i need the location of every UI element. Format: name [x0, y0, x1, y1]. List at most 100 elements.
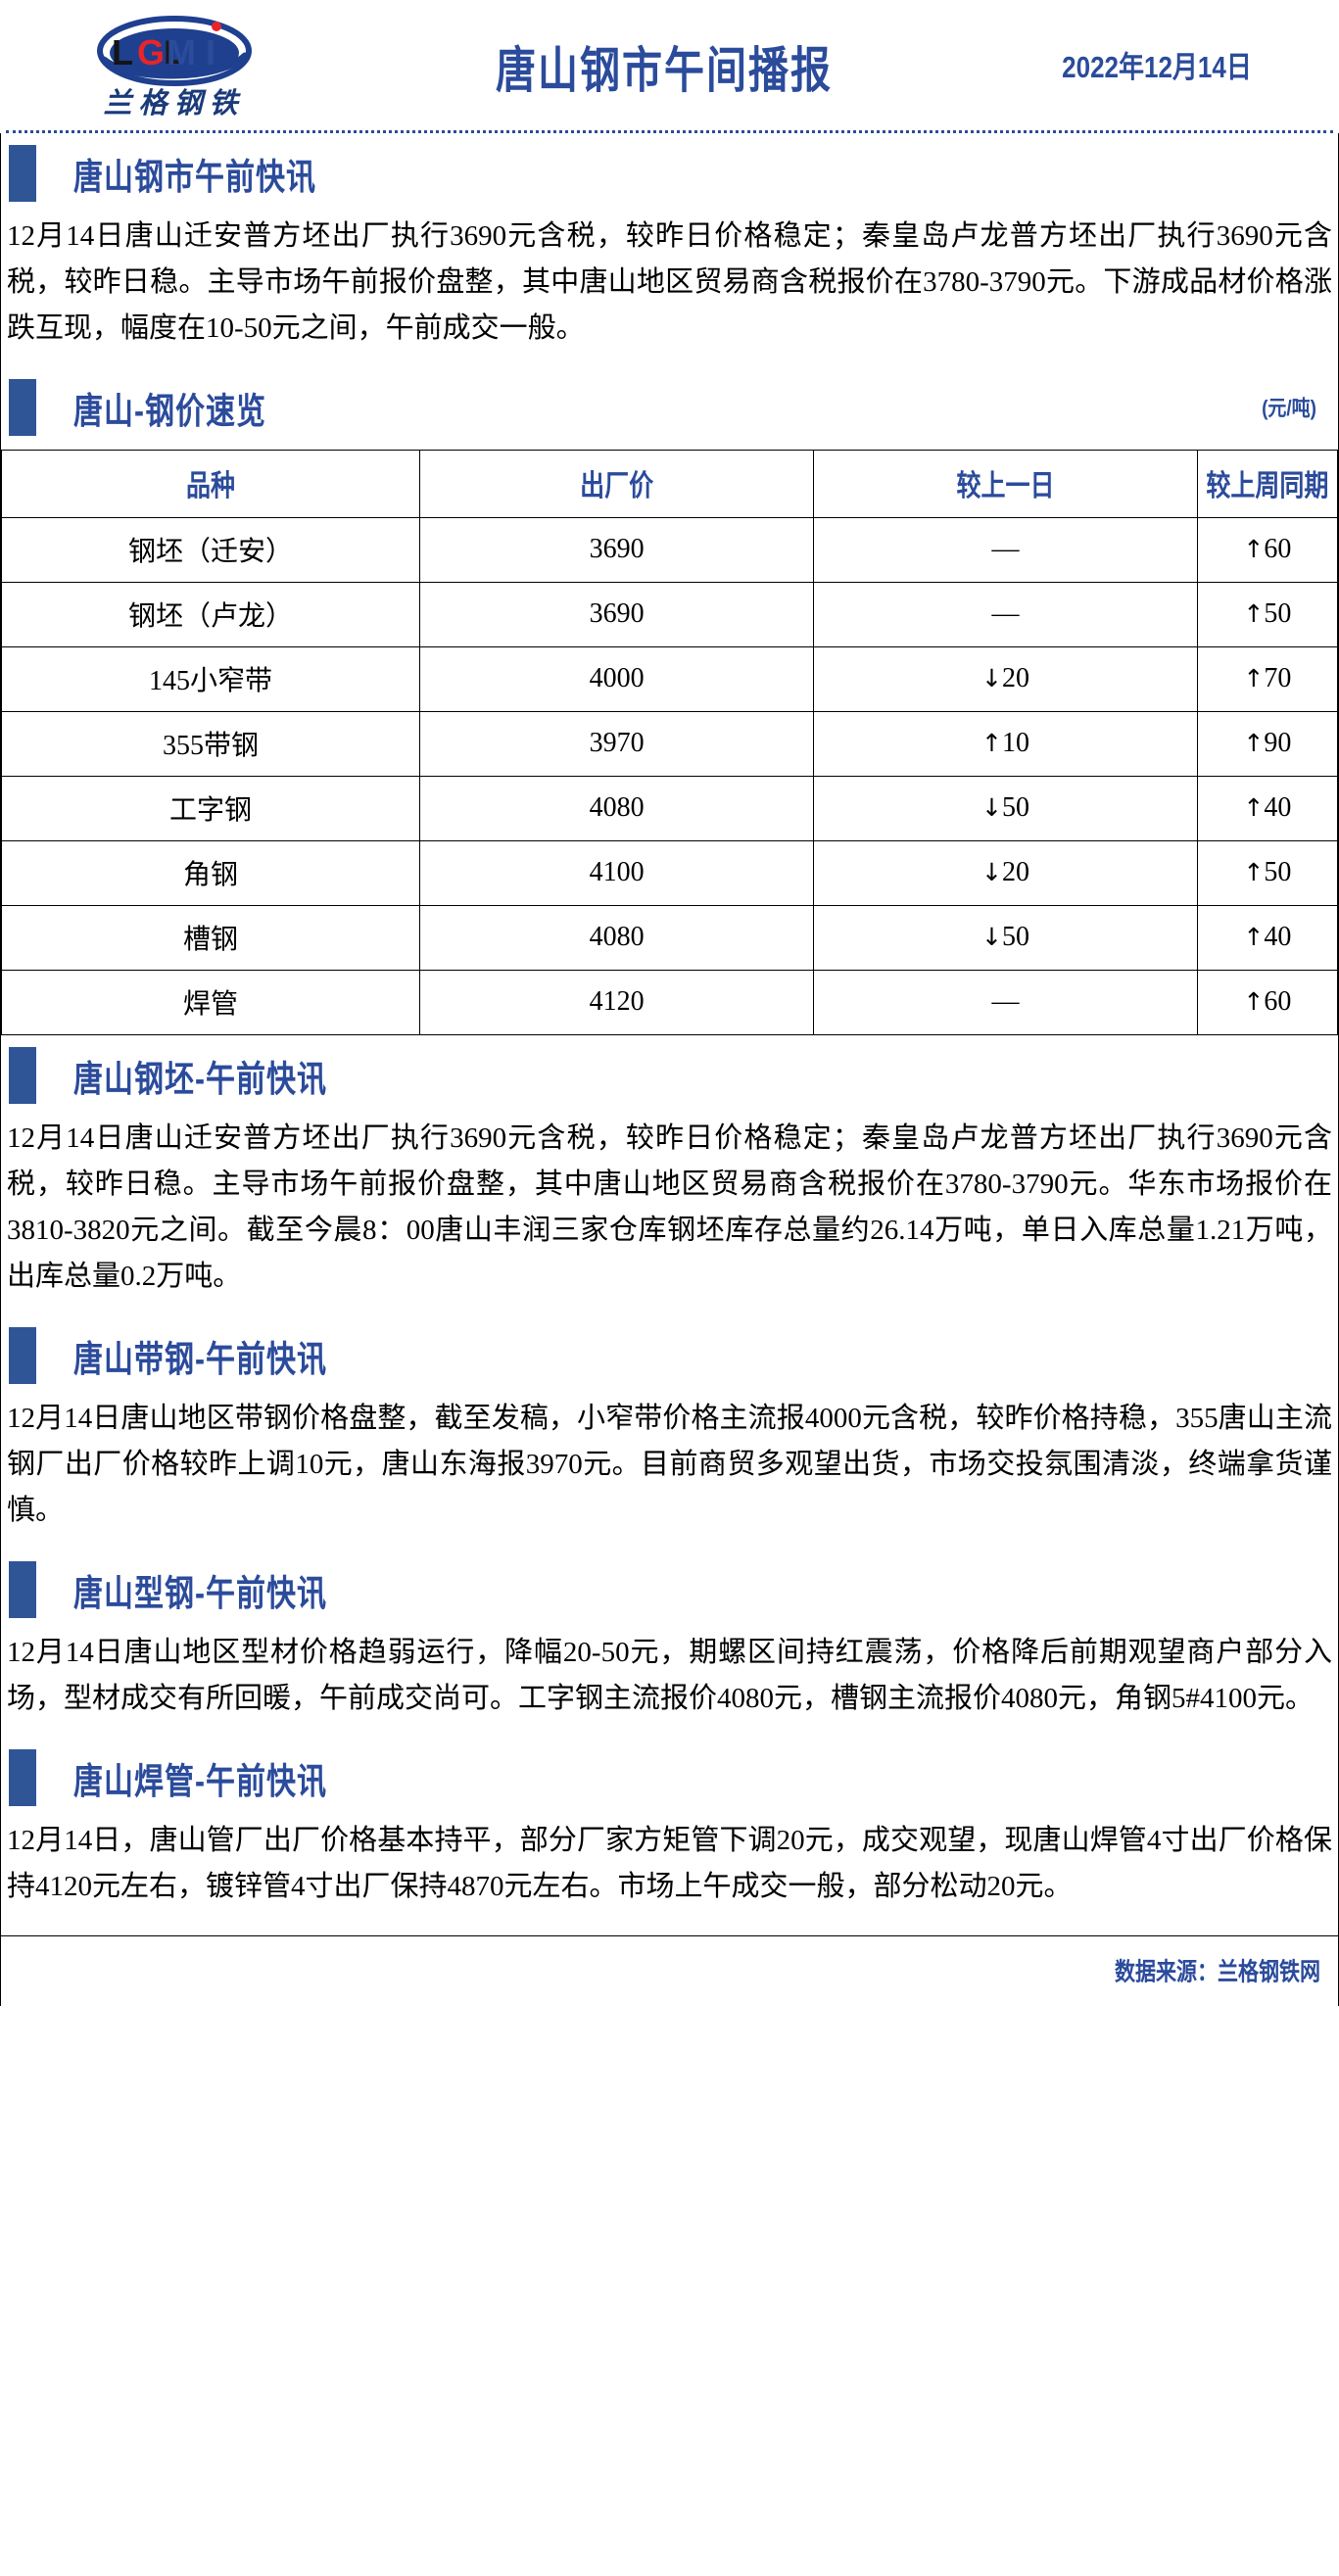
cell-exworks-price: 4120 — [418, 969, 815, 1035]
section-accent-bar — [9, 1326, 36, 1384]
brand-logo: L L L G M I 兰格钢铁 — [59, 13, 289, 119]
section-header-billet-flash: 唐山钢坯-午前快讯 — [1, 1035, 1338, 1114]
cell-exworks-price: 4000 — [418, 645, 815, 712]
table-row: 工字钢 4080 ↓50 ↑40 — [1, 775, 1339, 841]
section-title-text: 唐山钢坯-午前快讯 — [73, 1060, 327, 1100]
cell-variety: 钢坯（卢龙） — [1, 581, 420, 647]
cell-change-prev-day: ↓50 — [813, 904, 1198, 971]
col-header-variety: 品种 — [1, 449, 420, 518]
section-body-welded-pipe-flash: 12月14日，唐山管厂出厂价格基本持平，部分厂家方矩管下调20元，成交观望，现唐… — [7, 1824, 1332, 1902]
price-table-wrapper: 品种 出厂价 较上一日 较上周同期 钢坯（迁安） 3690— ↑60 钢坯（卢龙） 36… — [1, 449, 1339, 1035]
svg-text:L: L — [112, 32, 133, 72]
cell-exworks-price: 4080 — [418, 904, 815, 971]
section-header-price-overview: 唐山-钢价速览 (元/吨) — [1, 367, 1338, 446]
cell-change-prev-day: — — [813, 516, 1198, 583]
cell-change-prev-day: — — [813, 581, 1198, 647]
report-date: 2022年12月14日 — [1062, 49, 1252, 84]
arrow-up-icon: ↑ — [1243, 535, 1265, 564]
col-header-variety-text: 品种 — [185, 469, 235, 503]
arrow-up-icon: ↑ — [1243, 923, 1265, 952]
cell-change-prev-day: ↓20 — [813, 645, 1198, 712]
svg-text:I: I — [206, 32, 215, 72]
cell-variety: 钢坯（迁安） — [1, 516, 420, 583]
cell-exworks-price: 4100 — [418, 839, 815, 906]
col-header-vs-prev-week-text: 较上周同期 — [1206, 469, 1329, 503]
section-title-text: 唐山-钢价速览 — [73, 392, 266, 432]
table-row: 角钢 4100 ↓20 ↑50 — [1, 839, 1339, 906]
col-header-exworks-price: 出厂价 — [418, 449, 815, 518]
table-row: 焊管 4120— ↑60 — [1, 969, 1339, 1035]
price-unit-label: (元/吨) — [1262, 398, 1316, 422]
cell-variety: 角钢 — [1, 839, 420, 906]
section-body-strip-flash: 12月14日唐山地区带钢价格盘整，截至发稿，小窄带价格主流报4000元含税，较昨… — [7, 1402, 1332, 1526]
section-header-morning-flash: 唐山钢市午前快讯 — [1, 133, 1338, 212]
table-row: 钢坯（卢龙） 3690— ↑50 — [1, 581, 1339, 647]
cell-exworks-price: 3970 — [418, 710, 815, 777]
arrow-up-icon: ↑ — [981, 729, 1002, 758]
col-header-exworks-price-text: 出厂价 — [580, 469, 654, 503]
section-body-billet-flash: 12月14日唐山迁安普方坯出厂执行3690元含税，较昨日价格稳定；秦皇岛卢龙普方… — [7, 1121, 1332, 1292]
data-source-label: 数据来源：兰格钢铁网 — [1115, 1959, 1320, 1986]
cell-change-prev-day: ↓20 — [813, 839, 1198, 906]
section-accent-bar — [9, 1560, 36, 1618]
table-row: 355带钢 3970 ↑10 ↑90 — [1, 710, 1339, 777]
arrow-up-icon: ↑ — [1243, 599, 1265, 629]
arrow-down-icon: ↓ — [981, 858, 1002, 887]
cell-exworks-price: 3690 — [418, 581, 815, 647]
arrow-down-icon: ↓ — [981, 793, 1002, 823]
arrow-up-icon: ↑ — [1243, 729, 1265, 758]
cell-change-prev-day: ↑10 — [813, 710, 1198, 777]
svg-text:M: M — [167, 32, 196, 72]
section-header-welded-pipe-flash: 唐山焊管-午前快讯 — [1, 1738, 1338, 1816]
cell-change-prev-week: ↑50 — [1196, 839, 1339, 906]
section-title-text: 唐山型钢-午前快讯 — [73, 1573, 327, 1614]
cell-change-prev-week: ↑40 — [1196, 775, 1339, 841]
cell-change-prev-week: ↑70 — [1196, 645, 1339, 712]
content-frame: 唐山钢市午前快讯 12月14日唐山迁安普方坯出厂执行3690元含税，较昨日价格稳… — [0, 133, 1339, 2006]
brand-name: 兰格钢铁 — [103, 87, 245, 119]
header-divider — [6, 130, 1333, 133]
section-body-section-steel-flash: 12月14日唐山地区型材价格趋弱运行，降幅20-50元，期螺区间持红震荡，价格降… — [7, 1636, 1332, 1714]
price-table-body: 钢坯（迁安） 3690— ↑60 钢坯（卢龙） 3690— ↑50 145小窄带 4000 ↓2… — [1, 516, 1339, 1035]
cell-variety: 工字钢 — [1, 775, 420, 841]
cell-change-prev-week: ↑60 — [1196, 969, 1339, 1035]
arrow-up-icon: ↑ — [1243, 858, 1265, 887]
section-title-text: 唐山焊管-午前快讯 — [73, 1761, 327, 1802]
svg-text:G: G — [137, 32, 165, 72]
cell-variety: 槽钢 — [1, 904, 420, 971]
lgmi-logo-icon: L L L G M I — [86, 13, 263, 89]
cell-variety: 焊管 — [1, 969, 420, 1035]
page-footer: 数据来源：兰格钢铁网 — [1, 1934, 1338, 2006]
section-accent-bar — [9, 1748, 36, 1806]
cell-variety: 145小窄带 — [1, 645, 420, 712]
arrow-down-icon: ↓ — [981, 923, 1002, 952]
page-title: 唐山钢市午间播报 — [496, 42, 833, 98]
cell-change-prev-day: — — [813, 969, 1198, 1035]
section-accent-bar — [9, 1046, 36, 1104]
arrow-down-icon: ↓ — [981, 664, 1002, 693]
section-header-section-steel-flash: 唐山型钢-午前快讯 — [1, 1550, 1338, 1628]
section-title-text: 唐山带钢-午前快讯 — [73, 1339, 327, 1380]
table-row: 槽钢 4080 ↓50 ↑40 — [1, 904, 1339, 971]
cell-change-prev-week: ↑90 — [1196, 710, 1339, 777]
price-table: 品种 出厂价 较上一日 较上周同期 钢坯（迁安） 3690— ↑60 钢坯（卢龙） 36… — [1, 449, 1339, 1035]
cell-change-prev-week: ↑50 — [1196, 581, 1339, 647]
cell-variety: 355带钢 — [1, 710, 420, 777]
col-header-vs-prev-day: 较上一日 — [813, 449, 1198, 518]
table-row: 145小窄带 4000 ↓20 ↑70 — [1, 645, 1339, 712]
cell-change-prev-week: ↑40 — [1196, 904, 1339, 971]
arrow-up-icon: ↑ — [1243, 793, 1265, 823]
section-header-strip-flash: 唐山带钢-午前快讯 — [1, 1315, 1338, 1394]
table-header-row: 品种 出厂价 较上一日 较上周同期 — [1, 449, 1339, 518]
arrow-up-icon: ↑ — [1243, 664, 1265, 693]
col-header-vs-prev-day-text: 较上一日 — [956, 469, 1055, 503]
cell-exworks-price: 4080 — [418, 775, 815, 841]
col-header-vs-prev-week: 较上周同期 — [1196, 449, 1339, 518]
report-page: L L L G M I 兰格钢铁 唐山钢市午间播报 2022年12月14日 唐山… — [0, 0, 1339, 2006]
cell-exworks-price: 3690 — [418, 516, 815, 583]
section-accent-bar — [9, 145, 36, 202]
page-header: L L L G M I 兰格钢铁 唐山钢市午间播报 2022年12月14日 — [0, 0, 1339, 130]
section-body-morning-flash: 12月14日唐山迁安普方坯出厂执行3690元含税，较昨日价格稳定；秦皇岛卢龙普方… — [7, 220, 1332, 344]
svg-text:L: L — [164, 34, 185, 72]
table-row: 钢坯（迁安） 3690— ↑60 — [1, 516, 1339, 583]
